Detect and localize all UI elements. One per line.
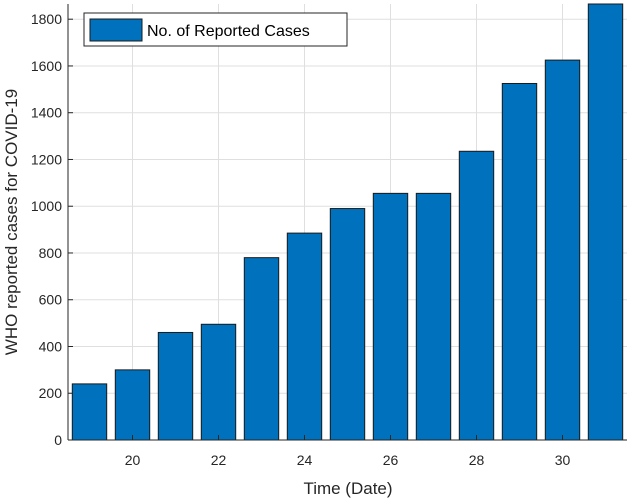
y-tick-label: 0: [54, 432, 62, 448]
x-tick-labels: 20 22 24 26 28 30: [125, 452, 571, 468]
bar: [544, 59, 581, 441]
bars: [71, 3, 624, 441]
y-tick-label: 1200: [31, 151, 62, 167]
bar: [286, 232, 323, 441]
x-tick-label: 26: [383, 452, 399, 468]
y-tick-label: 1000: [31, 198, 62, 214]
y-tick-label: 800: [39, 245, 63, 261]
x-tick-label: 20: [125, 452, 141, 468]
x-tick-label: 22: [211, 452, 227, 468]
y-tick-labels: 0 200 400 600 800 1000 1200 1400 1600 1800: [31, 11, 62, 448]
bar: [200, 323, 237, 441]
bar: [329, 208, 366, 441]
y-tick-label: 600: [39, 292, 63, 308]
bar: [157, 331, 194, 441]
x-tick-label: 24: [297, 452, 313, 468]
y-tick-label: 200: [39, 385, 63, 401]
bar: [114, 369, 151, 441]
y-tick-label: 1800: [31, 11, 62, 27]
bar: [71, 383, 108, 441]
y-tick-label: 1600: [31, 58, 62, 74]
bar: [243, 257, 280, 441]
y-tick-label: 1400: [31, 105, 62, 121]
bar: [587, 3, 624, 441]
bar: [458, 150, 495, 441]
bar: [372, 192, 409, 441]
y-tick-label: 400: [39, 338, 63, 354]
bar: [415, 192, 452, 441]
axes: [67, 4, 627, 441]
x-axis-label: Time (Date): [303, 479, 392, 498]
x-tick-label: 30: [555, 452, 571, 468]
x-tick-label: 28: [469, 452, 485, 468]
legend-swatch: [89, 18, 143, 42]
y-axis-label: WHO reported cases for COVID-19: [2, 89, 21, 355]
legend-label: No. of Reported Cases: [147, 23, 310, 40]
legend: No. of Reported Cases: [83, 12, 348, 47]
bar: [501, 82, 538, 441]
